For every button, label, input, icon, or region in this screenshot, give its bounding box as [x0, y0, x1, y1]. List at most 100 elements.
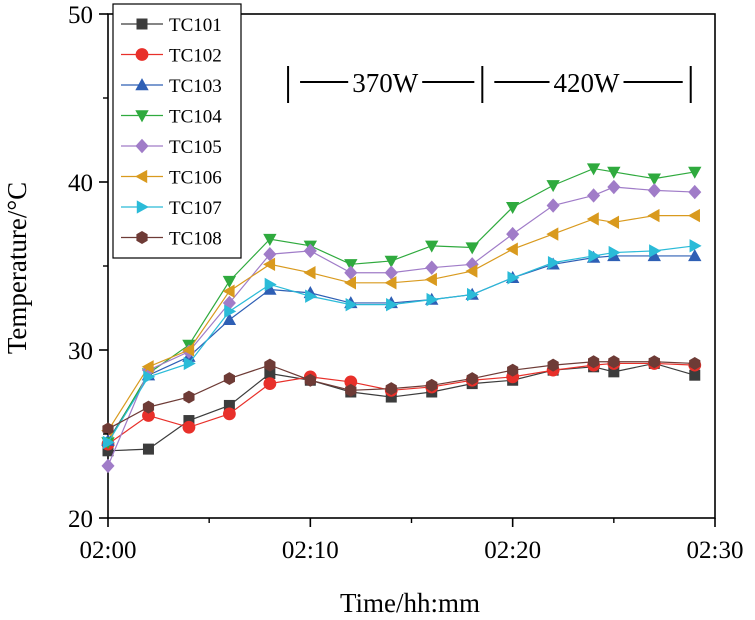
legend-item-tc101: TC101 [121, 15, 222, 36]
data-point [507, 363, 519, 377]
y-axis-title: Temperature/°C [2, 182, 32, 354]
series-line [107, 255, 695, 442]
legend-label: TC102 [169, 46, 222, 67]
legend-label: TC101 [169, 15, 222, 36]
data-point [264, 277, 277, 292]
data-point [222, 284, 235, 298]
y-tick-label: 20 [68, 506, 93, 533]
y-tick-label: 50 [68, 2, 93, 29]
data-point [135, 48, 149, 61]
power-annotation: 370W [287, 66, 475, 103]
x-tick-label: 02:20 [484, 537, 541, 564]
series-tc104 [101, 163, 702, 450]
legend-label: TC106 [169, 168, 222, 189]
annotation-label: 370W [352, 68, 419, 98]
data-point [345, 383, 357, 397]
data-point [264, 358, 276, 372]
legend-label: TC108 [169, 229, 222, 250]
data-point [465, 242, 479, 255]
data-point [385, 382, 397, 396]
series-line [107, 362, 695, 452]
data-point [135, 110, 149, 123]
data-point [222, 275, 237, 288]
data-point [466, 287, 480, 302]
data-point [426, 292, 439, 307]
data-point [345, 297, 358, 312]
legend-label: TC105 [169, 137, 222, 158]
x-axis-title: Time/hh:mm [340, 588, 480, 618]
series-line [107, 361, 695, 430]
data-point [465, 264, 478, 278]
data-point [136, 18, 148, 30]
annotation-layer: 370W 420W [287, 66, 692, 103]
data-point [588, 355, 600, 369]
axes: Time/hh:mm Temperature/°C 02:00 02:10 02:2… [2, 2, 743, 618]
data-point [102, 422, 114, 436]
data-point [304, 373, 316, 387]
data-point [649, 244, 662, 258]
x-tick-label: 02:00 [80, 537, 137, 564]
data-point [135, 169, 148, 184]
y-tick-label: 30 [68, 338, 93, 365]
legend-box [112, 3, 242, 259]
data-point [505, 242, 518, 256]
data-point [546, 198, 560, 213]
data-point [586, 163, 601, 176]
data-point [466, 372, 478, 386]
legend-label: TC107 [169, 198, 222, 219]
data-point [143, 370, 156, 384]
data-point [303, 266, 316, 280]
data-point [142, 443, 154, 455]
legend-item-tc104: TC104 [121, 107, 222, 128]
data-point [688, 249, 702, 262]
data-point [142, 400, 155, 414]
data-point [135, 78, 149, 91]
data-point [689, 239, 702, 253]
data-point [688, 166, 702, 179]
legend-item-tc108: TC108 [121, 229, 222, 250]
data-point [183, 390, 195, 404]
data-point [687, 208, 700, 223]
data-point [343, 276, 357, 290]
data-point [386, 297, 399, 312]
data-point [182, 420, 196, 434]
legend-label: TC103 [169, 76, 222, 97]
data-point [424, 272, 437, 287]
series-tc108 [102, 355, 701, 436]
legend-item-tc106: TC106 [121, 168, 222, 189]
legend-item-tc103: TC103 [121, 76, 222, 97]
power-annotation: 420W [481, 66, 692, 103]
data-point [263, 257, 276, 271]
series-tc101 [102, 357, 701, 457]
data-point [425, 240, 439, 253]
data-point [141, 360, 154, 374]
data-point [182, 343, 195, 357]
legend-item-tc107: TC107 [121, 198, 222, 219]
data-point [507, 271, 520, 285]
series-tc107 [102, 239, 702, 450]
legend: TC101 TC102 TC103 TC104 TC105 TC106 TC107 TC108 [112, 3, 242, 259]
data-point [222, 407, 236, 421]
data-point [384, 276, 397, 290]
data-point [263, 377, 277, 391]
data-point [136, 200, 149, 214]
x-tick-label: 02:10 [282, 537, 339, 564]
annotation-label: 420W [554, 68, 621, 98]
data-point [607, 166, 621, 179]
legend-item-tc102: TC102 [121, 46, 222, 67]
data-point [224, 304, 237, 319]
data-point [689, 356, 701, 370]
data-point [263, 233, 277, 246]
series-line [107, 186, 695, 467]
data-point [505, 201, 520, 215]
data-point [648, 355, 660, 369]
series-line [107, 167, 695, 443]
data-point [384, 255, 398, 268]
data-point [425, 260, 439, 275]
data-point [547, 255, 560, 270]
x-tick-label: 02:30 [687, 537, 744, 564]
legend-label: TC104 [169, 107, 222, 128]
data-point [183, 356, 196, 371]
data-point [647, 208, 660, 223]
